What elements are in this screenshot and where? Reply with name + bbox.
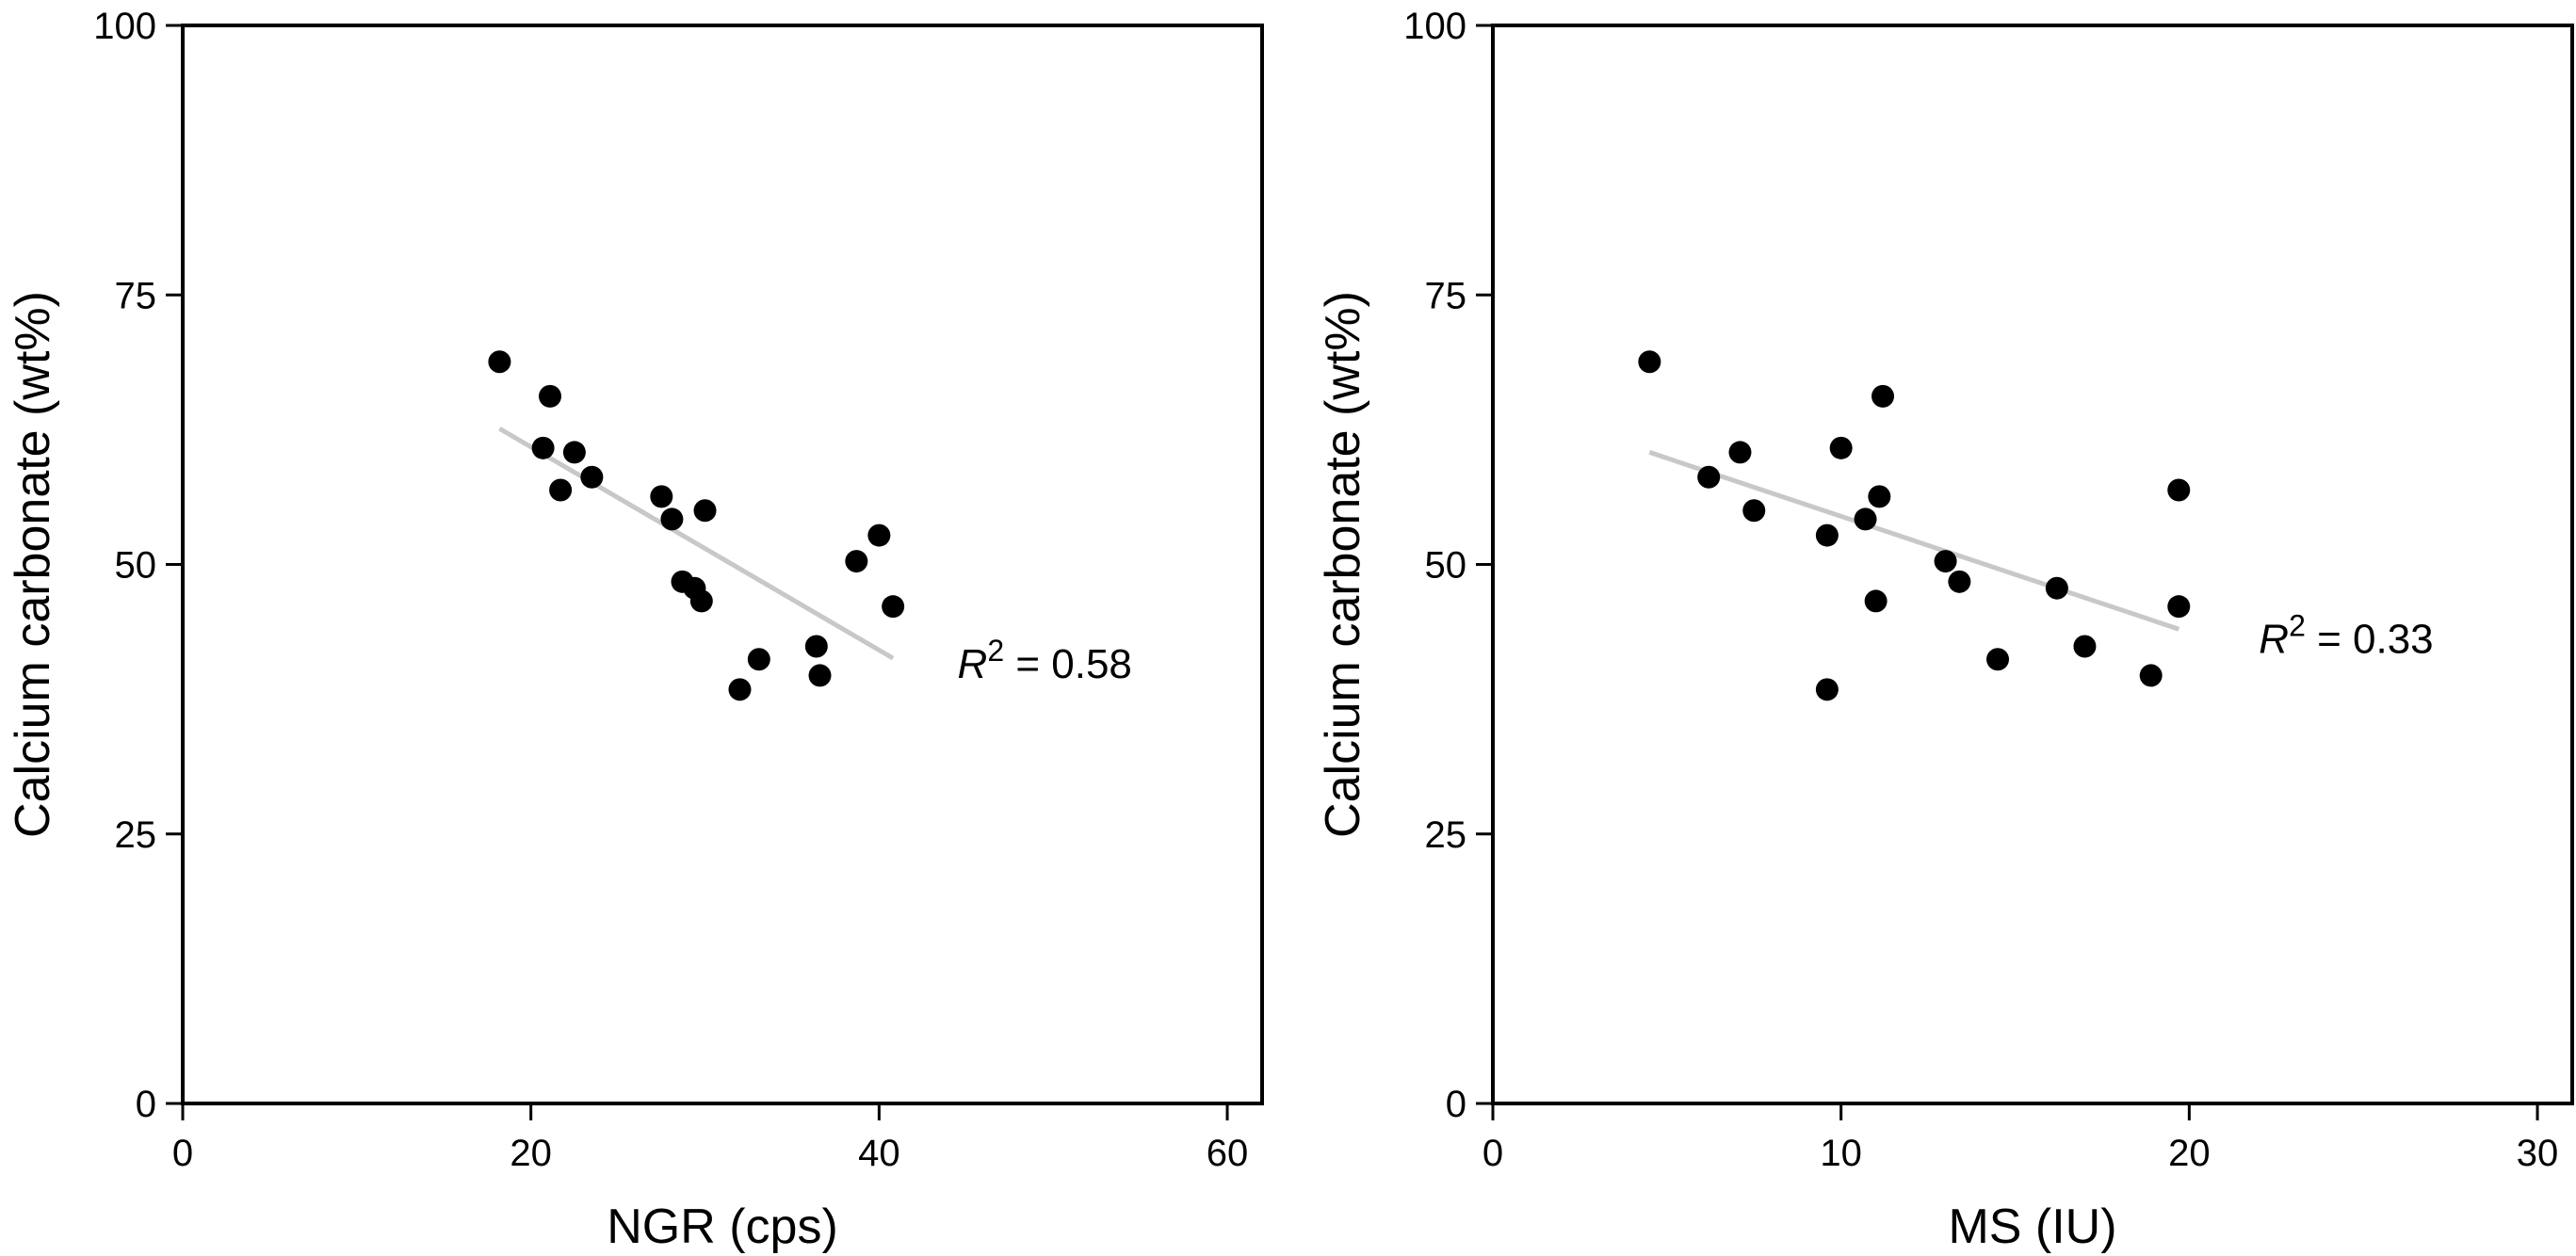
ngr-data-point — [488, 350, 511, 374]
ms-x-axis-label: MS (IU) — [1948, 1200, 2116, 1254]
ngr-x-axis-label: NGR (cps) — [607, 1200, 838, 1254]
ms-y-tick-label: 25 — [1425, 814, 1467, 856]
r-value: = 0.58 — [1004, 641, 1132, 687]
ms-data-point — [2167, 595, 2191, 619]
ngr-trendline — [498, 427, 895, 661]
ngr-data-point — [693, 499, 717, 523]
ngr-data-point — [728, 678, 752, 701]
ms-trendline — [1648, 450, 2180, 632]
ms-x-tick-label: 10 — [1820, 1133, 1862, 1174]
ms-data-point — [1815, 678, 1839, 701]
ms-data-point — [1948, 570, 1971, 593]
ms-data-point — [2167, 478, 2191, 502]
ngr-y-tick-label: 100 — [93, 6, 156, 47]
ms-y-tick-label: 0 — [1446, 1084, 1466, 1125]
r-exponent: 2 — [987, 634, 1004, 668]
ms-data-point — [1868, 485, 1891, 508]
ms-data-point — [1854, 507, 1877, 531]
ngr-y-axis-label: Calcium carbonate (wt%) — [6, 291, 60, 838]
ms-data-point — [1728, 441, 1752, 464]
ms-y-axis-label: Calcium carbonate (wt%) — [1316, 291, 1370, 838]
ngr-data-point — [650, 485, 673, 508]
ms-r-squared-annotation: R2 = 0.33 — [2259, 609, 2433, 663]
ngr-data-point — [660, 507, 684, 531]
ngr-x-tick-label: 0 — [172, 1133, 193, 1174]
ngr-r-squared-annotation: R2 = 0.58 — [958, 634, 1132, 687]
ms-data-point — [1697, 465, 1721, 489]
ms-x-tick-label: 20 — [2168, 1133, 2211, 1174]
r-symbol: R — [2259, 617, 2289, 663]
ngr-data-point — [867, 523, 891, 547]
ngr-x-tick-label: 60 — [1207, 1133, 1249, 1174]
ms-data-point — [1638, 350, 1661, 374]
ngr-x-tick-label: 40 — [858, 1133, 900, 1174]
ngr-data-point — [531, 436, 555, 459]
ngr-data-point — [562, 441, 586, 464]
ms-data-point — [1829, 436, 1853, 459]
ms-data-point — [1934, 550, 1957, 573]
ngr-y-tick-label: 0 — [136, 1084, 156, 1125]
ms-data-point — [2073, 635, 2097, 658]
ms-data-point — [2139, 664, 2163, 687]
ms-x-tick-label: 30 — [2517, 1133, 2559, 1174]
ngr-data-point — [882, 595, 905, 619]
ngr-plot-frame — [181, 24, 1264, 1105]
ms-data-point — [1815, 523, 1839, 547]
ngr-x-tick-label: 20 — [510, 1133, 552, 1174]
ngr-scatter-panel: 0 25 50 75 100 0 20 40 60 NGR (cps) Calcium carbon… — [6, 6, 1264, 1254]
r-value: = 0.33 — [2306, 617, 2434, 663]
ms-data-point — [1871, 384, 1895, 408]
ms-data-point — [1986, 648, 2010, 671]
ngr-data-point — [808, 664, 832, 687]
ngr-y-tick-label: 25 — [115, 814, 157, 856]
ngr-data-point — [580, 465, 604, 489]
ms-y-tick-label: 50 — [1425, 545, 1467, 587]
ngr-data-point — [747, 648, 770, 671]
ngr-data-point — [689, 589, 713, 613]
r-exponent: 2 — [2289, 609, 2306, 643]
ngr-data-point — [804, 635, 828, 658]
ms-scatter-panel: 0 25 50 75 100 0 10 20 30 MS (IU) Calcium carbonat… — [1316, 6, 2574, 1254]
ms-y-tick-label: 75 — [1425, 275, 1467, 316]
ms-data-point — [1742, 499, 1766, 523]
ms-data-point — [2045, 576, 2068, 600]
ngr-data-point — [845, 550, 868, 573]
ms-y-tick-label: 100 — [1403, 6, 1466, 47]
ms-plot-frame — [1491, 24, 2574, 1105]
ngr-data-point — [549, 478, 573, 502]
ngr-data-point — [539, 384, 562, 408]
ms-x-tick-label: 0 — [1482, 1133, 1503, 1174]
ngr-y-tick-label: 50 — [115, 545, 157, 587]
ngr-y-tick-label: 75 — [115, 275, 157, 316]
r-symbol: R — [958, 641, 988, 687]
ms-data-point — [1864, 589, 1887, 613]
